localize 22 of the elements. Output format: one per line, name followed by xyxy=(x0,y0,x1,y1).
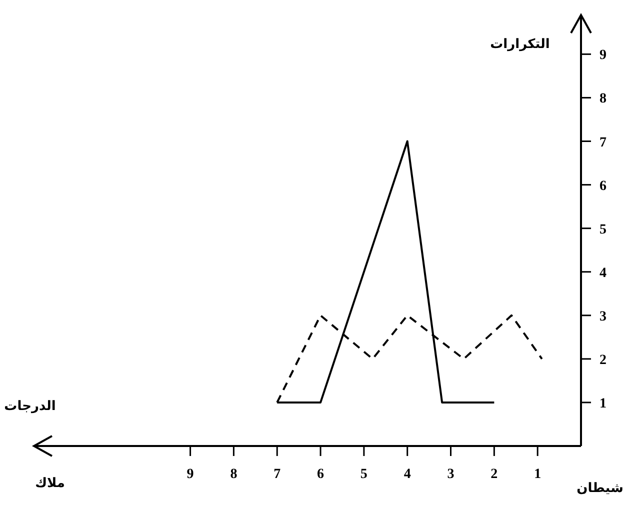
text: ملاك xyxy=(35,476,65,491)
y-tick-label: 3 xyxy=(600,309,606,324)
y-tick-label: 4 xyxy=(600,266,606,281)
x-tick-label: 6 xyxy=(317,467,324,482)
text: شيطان xyxy=(576,481,624,496)
x-tick-label: 4 xyxy=(404,467,411,482)
x-tick-label: 1 xyxy=(534,467,542,482)
x-tick-label: 9 xyxy=(186,467,194,482)
x-axis-title: الدرجات xyxy=(4,399,56,414)
y-tick-label: 1 xyxy=(600,396,606,412)
y-axis-title: التكرارات xyxy=(490,37,550,52)
x-tick-label: 8 xyxy=(230,467,238,482)
y-tick-label: 6 xyxy=(600,178,606,194)
x-tick-label: 7 xyxy=(274,467,281,482)
y-tick-label: 2 xyxy=(600,352,606,368)
x-tick-label: 5 xyxy=(360,467,368,482)
y-tick-label: 5 xyxy=(600,222,606,238)
x-tick-label: 2 xyxy=(490,467,498,482)
y-tick-label: 9 xyxy=(600,48,606,64)
x-tick-label: 3 xyxy=(447,467,454,482)
y-tick-label: 7 xyxy=(600,135,606,150)
y-tick-label: 8 xyxy=(600,92,606,107)
